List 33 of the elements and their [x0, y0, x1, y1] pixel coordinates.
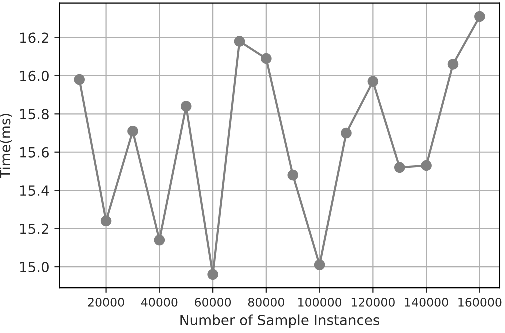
point	[448, 59, 459, 70]
y-tick-label: 15.6	[20, 147, 49, 158]
x-tick-label: 120000	[352, 298, 395, 307]
y-tick-label: 16.0	[20, 70, 49, 82]
point	[288, 170, 298, 181]
point	[474, 11, 486, 22]
x-axis-title: Number of Sample Instances	[180, 314, 380, 328]
point	[368, 76, 379, 88]
y-tick-label: 16.2	[20, 32, 48, 44]
y-tick-label: 15.0	[20, 262, 49, 272]
y-tick-label: 15.8	[20, 109, 49, 120]
point	[234, 36, 246, 47]
x-tick-label: 140000	[405, 298, 448, 307]
point	[180, 101, 192, 112]
x-tick-label: 20000	[88, 298, 124, 307]
point	[74, 74, 85, 86]
x-tick-label: 80000	[248, 298, 284, 307]
point	[208, 269, 218, 280]
x-tick-label: 40000	[141, 298, 178, 307]
y-tick-label: 15.2	[20, 224, 48, 234]
point	[100, 216, 112, 227]
point	[341, 128, 352, 139]
x-tick-label: 100000	[298, 298, 342, 307]
point	[261, 53, 272, 64]
point	[314, 260, 326, 270]
x-tick-label: 60000	[195, 298, 232, 307]
point	[394, 162, 406, 174]
y-tick-label: 15.4	[20, 186, 50, 196]
y-axis-title: Time(ms)	[0, 114, 12, 179]
point	[154, 234, 166, 246]
x-tick-label: 160000	[458, 298, 502, 307]
point	[421, 160, 432, 172]
point	[128, 126, 138, 137]
